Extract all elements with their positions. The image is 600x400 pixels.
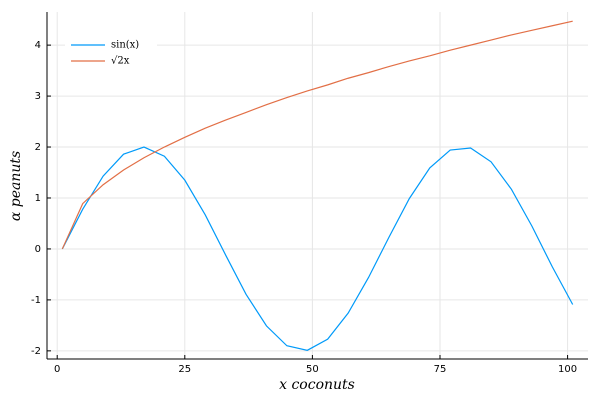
legend-box <box>65 34 157 72</box>
x-axis-label: x coconuts <box>279 377 355 393</box>
y-tick-label: 4 <box>35 40 41 51</box>
y-tick-label: 3 <box>35 91 41 102</box>
series-line <box>61 146 574 351</box>
x-tick-label: 0 <box>54 364 60 375</box>
x-tick-label: 75 <box>434 364 447 375</box>
x-tick-label: 50 <box>306 364 319 375</box>
x-tick-label: 25 <box>178 364 191 375</box>
y-tick-label: 1 <box>35 193 41 204</box>
legend-label: sin(x) <box>111 40 139 51</box>
x-tick-label: 100 <box>558 364 577 375</box>
y-tick-label: 0 <box>35 244 41 255</box>
series-line <box>61 20 573 250</box>
y-tick-label: 2 <box>35 142 41 153</box>
y-axis-label: α peanuts <box>8 151 24 221</box>
y-tick-label: -1 <box>31 295 41 306</box>
legend-label: √2x <box>111 56 130 67</box>
y-tick-label: -2 <box>31 346 41 357</box>
